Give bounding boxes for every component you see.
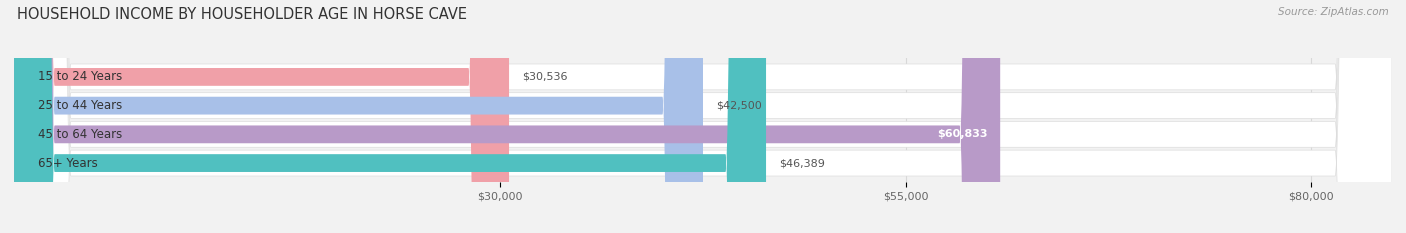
Text: Source: ZipAtlas.com: Source: ZipAtlas.com xyxy=(1278,7,1389,17)
Text: 65+ Years: 65+ Years xyxy=(38,157,98,170)
Text: HOUSEHOLD INCOME BY HOUSEHOLDER AGE IN HORSE CAVE: HOUSEHOLD INCOME BY HOUSEHOLDER AGE IN H… xyxy=(17,7,467,22)
Text: 25 to 44 Years: 25 to 44 Years xyxy=(38,99,122,112)
Text: 15 to 24 Years: 15 to 24 Years xyxy=(38,70,122,83)
FancyBboxPatch shape xyxy=(14,0,766,233)
FancyBboxPatch shape xyxy=(14,0,1000,233)
FancyBboxPatch shape xyxy=(14,0,1392,233)
Text: 45 to 64 Years: 45 to 64 Years xyxy=(38,128,122,141)
Text: $42,500: $42,500 xyxy=(716,101,762,111)
FancyBboxPatch shape xyxy=(14,0,1392,233)
FancyBboxPatch shape xyxy=(14,0,1392,233)
Text: $60,833: $60,833 xyxy=(936,129,987,139)
FancyBboxPatch shape xyxy=(14,0,509,233)
Text: $46,389: $46,389 xyxy=(779,158,825,168)
Text: $30,536: $30,536 xyxy=(522,72,568,82)
FancyBboxPatch shape xyxy=(14,0,703,233)
FancyBboxPatch shape xyxy=(14,0,1392,233)
